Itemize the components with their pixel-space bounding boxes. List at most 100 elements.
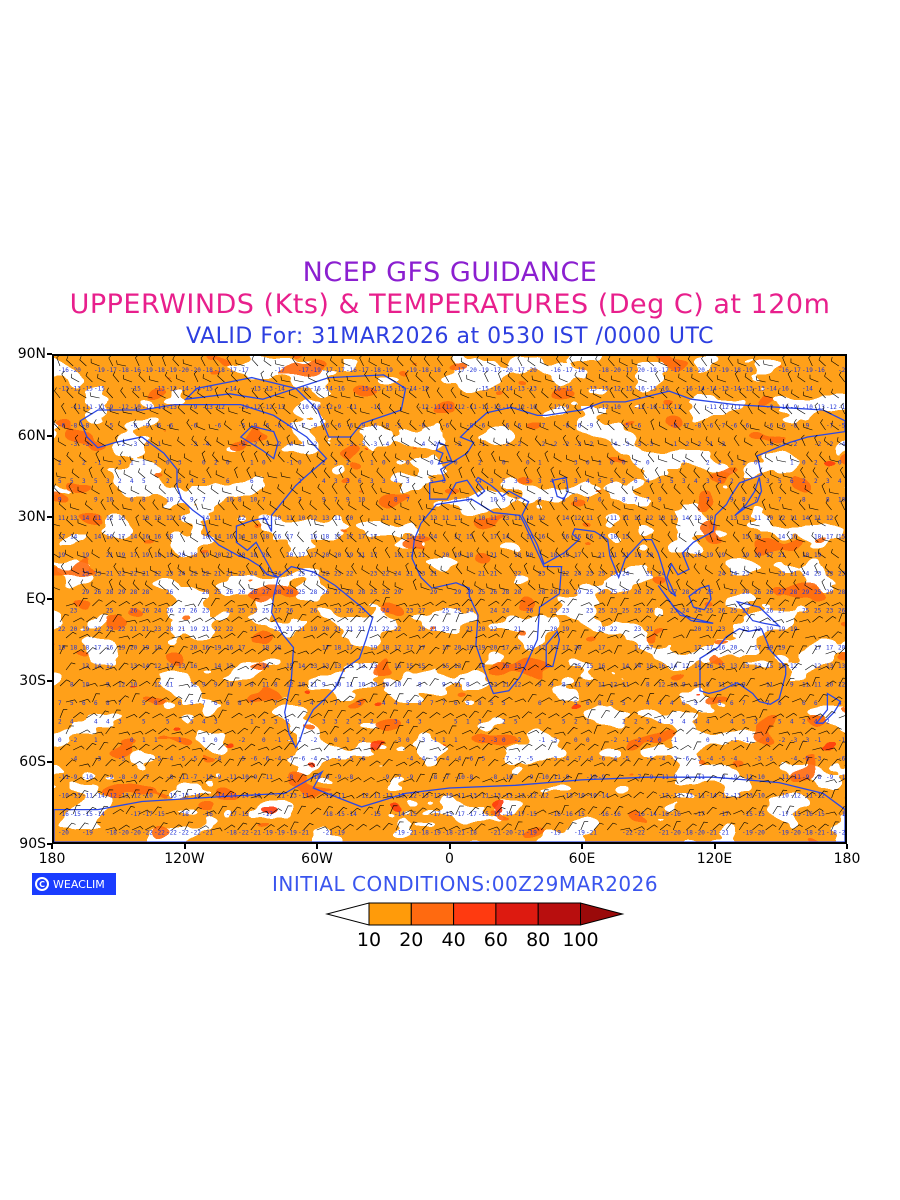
wind-barb: [615, 530, 621, 543]
new-zealand-coastline: [815, 692, 842, 724]
wind-barb: [66, 356, 74, 367]
isotherm-label: 6: [634, 478, 638, 485]
wind-barb: [363, 806, 374, 815]
wind-barb: [211, 699, 223, 704]
wind-barb: [105, 726, 115, 735]
wind-barb: [272, 530, 278, 543]
wind-barb: [99, 647, 110, 655]
isotherm-label: -16: [778, 386, 789, 393]
wind-barb: [135, 514, 140, 527]
wind-barb: [290, 484, 298, 495]
wind-barb: [70, 373, 80, 383]
isotherm-label: 25: [730, 608, 738, 615]
isotherm-label: 25: [802, 608, 810, 615]
wind-barb: [158, 789, 167, 799]
isotherm-label: -4: [766, 441, 774, 448]
isotherm-label: 26: [766, 608, 774, 615]
wind-barb: [498, 456, 509, 463]
isotherm-label: 9: [322, 497, 326, 504]
wind-barb: [824, 436, 832, 447]
wind-barb: [376, 682, 389, 687]
isotherm-label: 10: [226, 682, 234, 689]
weaclim-logo-icon: C: [35, 877, 49, 891]
wind-barb: [329, 698, 342, 703]
isotherm-label: -6: [778, 423, 786, 430]
isotherm-label: 21: [622, 552, 630, 559]
isotherm-label: 24: [274, 571, 282, 578]
isotherm-label: -1: [622, 737, 630, 744]
wind-barb: [328, 391, 338, 399]
wind-barb: [632, 454, 641, 463]
wind-barb: [667, 651, 679, 655]
wind-barb: [235, 359, 245, 367]
wind-barb: [292, 546, 298, 559]
wind-barb: [86, 712, 98, 719]
isotherm-label: -3: [346, 441, 354, 448]
wind-barb: [152, 776, 164, 783]
wind-barb: [664, 471, 674, 479]
isotherm-label: -17: [694, 811, 705, 818]
wind-barb: [797, 372, 806, 383]
wind-barb: [704, 405, 713, 415]
wind-barb: [540, 789, 549, 799]
isotherm-label: -9: [562, 404, 570, 411]
wind-barb: [566, 454, 575, 463]
wind-barb: [600, 710, 610, 719]
isotherm-label: -9: [526, 774, 534, 781]
isotherm-label: 7: [262, 497, 266, 504]
wind-barb: [200, 356, 206, 367]
isotherm-label: 25: [454, 608, 462, 615]
isotherm-label: 25: [598, 608, 606, 615]
isotherm-label: 20: [214, 552, 222, 559]
wind-barb: [59, 531, 67, 543]
wind-barb: [224, 730, 236, 735]
isotherm-label: 13: [742, 663, 750, 670]
isotherm-label: -14: [322, 386, 333, 393]
wind-barb: [237, 548, 245, 559]
wind-barb: [792, 516, 800, 527]
wind-barb: [825, 467, 832, 479]
wind-barb: [620, 630, 630, 639]
wind-barb: [673, 603, 685, 608]
isotherm-label: 4: [106, 719, 110, 726]
wind-barbs: [54, 356, 845, 832]
isotherm-label: 25: [622, 608, 630, 615]
wind-barb: [136, 406, 146, 415]
wind-barb: [427, 470, 436, 479]
isotherm-label: -17: [430, 811, 441, 818]
wind-barb: [705, 564, 713, 575]
isotherm-label: -14: [226, 793, 237, 800]
wind-barb: [574, 677, 583, 687]
isotherm-label: 21: [358, 552, 366, 559]
wind-barb: [479, 438, 489, 447]
wind-barb: [231, 776, 243, 783]
wind-barb: [448, 794, 461, 799]
wind-barb: [686, 699, 698, 704]
wind-barb: [346, 376, 357, 383]
wind-barb: [541, 388, 549, 399]
isotherm-label: 2: [286, 719, 290, 726]
wind-barb: [369, 661, 378, 671]
wind-barb: [606, 597, 615, 607]
wind-barb: [455, 805, 464, 815]
wind-barb: [752, 823, 763, 831]
wind-barb: [633, 633, 645, 639]
isotherm-label: 8: [622, 497, 626, 504]
wind-barb: [770, 470, 779, 479]
isotherm-label: 2: [154, 460, 158, 467]
wind-barb: [651, 501, 661, 511]
wind-barb: [454, 532, 463, 543]
wind-barb: [831, 821, 840, 831]
isotherm-label: 17: [94, 645, 102, 652]
wind-barb: [541, 697, 553, 703]
isotherm-label: -8: [466, 774, 474, 781]
wind-barb: [449, 419, 457, 431]
isotherm-label: -9: [70, 774, 78, 781]
wind-barb: [706, 806, 717, 815]
wind-barb: [590, 402, 595, 415]
wind-barb: [686, 599, 697, 607]
isotherm-label: 23: [550, 608, 558, 615]
wind-barb: [780, 547, 787, 559]
isotherm-label: -13: [718, 386, 729, 393]
wind-barb: [659, 794, 672, 799]
